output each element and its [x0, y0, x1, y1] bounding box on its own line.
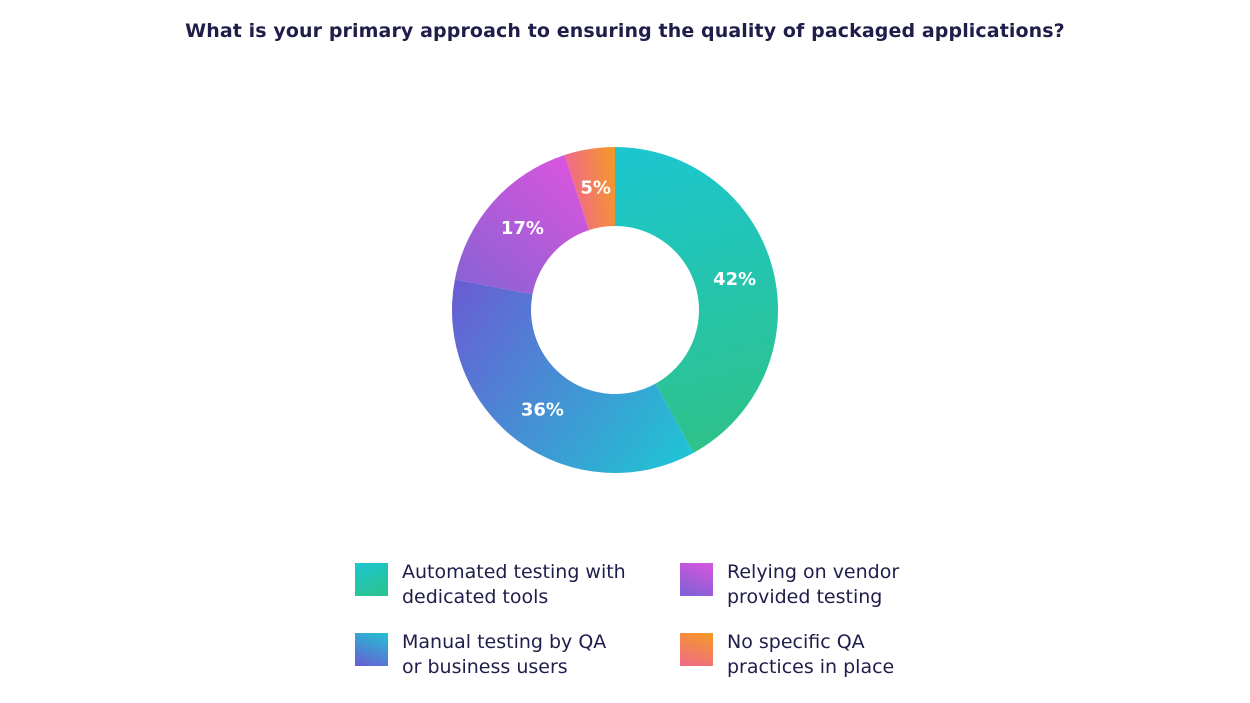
legend: Automated testing with dedicated tools R… [355, 560, 955, 690]
slice-label-no-qa: 5% [580, 178, 611, 199]
legend-label-vendor: Relying on vendor provided testing [727, 561, 900, 608]
legend-swatch-vendor [680, 563, 713, 596]
slice-label-vendor: 17% [501, 218, 544, 239]
chart-title: What is your primary approach to ensurin… [185, 20, 1065, 42]
donut-slice-automated [615, 147, 778, 453]
legend-swatch-automated [355, 563, 388, 596]
donut-slice-vendor [454, 154, 590, 295]
legend-item-no-qa: No specific QA practices in place [680, 630, 894, 680]
legend-item-automated: Automated testing with dedicated tools [355, 560, 626, 610]
legend-item-vendor: Relying on vendor provided testing [680, 560, 899, 610]
slice-label-automated: 42% [713, 269, 756, 290]
donut-slice-no-qa [564, 147, 615, 231]
legend-swatch-manual [355, 633, 388, 666]
legend-label-no-qa: No specific QA practices in place [727, 631, 895, 678]
donut-chart: 42% 36% 17% 5% [452, 147, 778, 473]
donut-slice-manual [452, 279, 694, 473]
slice-label-manual: 36% [521, 399, 564, 420]
legend-item-manual: Manual testing by QA or business users [355, 630, 606, 680]
legend-label-automated: Automated testing with dedicated tools [402, 561, 626, 608]
legend-label-manual: Manual testing by QA or business users [402, 631, 607, 678]
legend-swatch-no-qa [680, 633, 713, 666]
